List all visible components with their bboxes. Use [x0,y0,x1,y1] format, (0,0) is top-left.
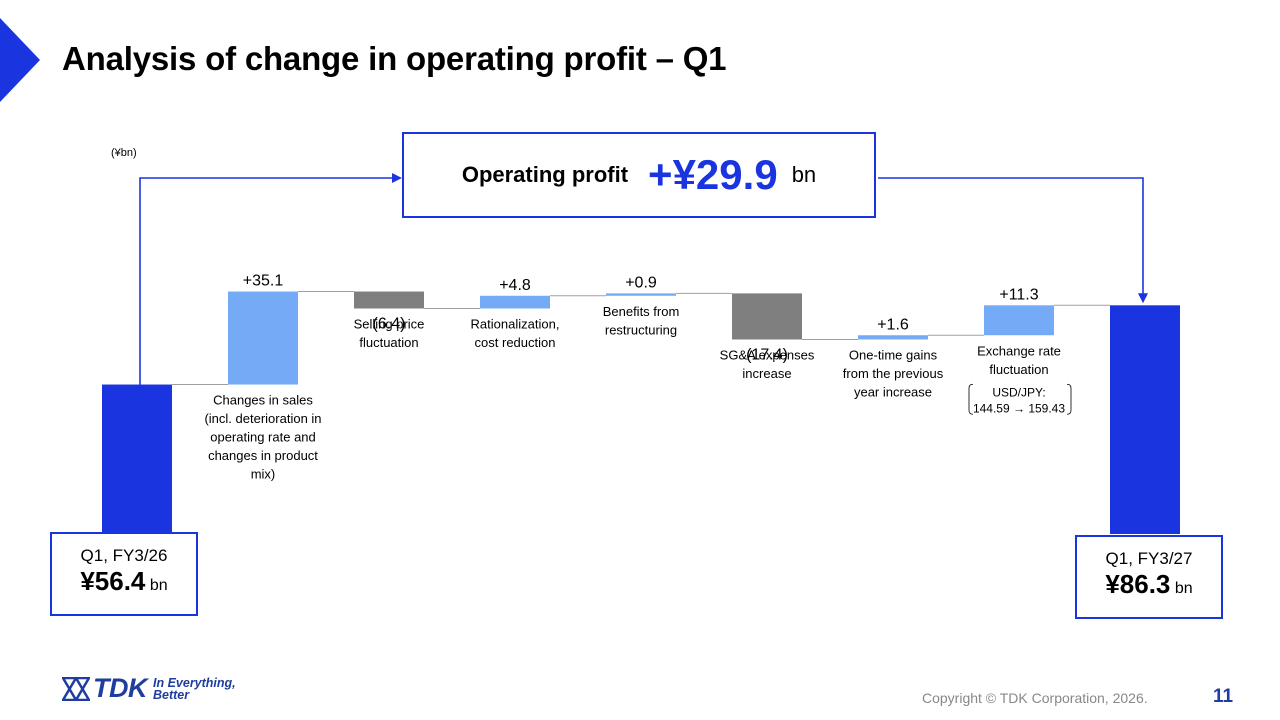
category-label-6-2: from the previous [843,366,944,381]
category-label-5-1: SG&A expenses [720,347,815,362]
corner-accent [0,18,40,102]
arrowhead-down-icon [1138,293,1148,304]
end-period: Q1, FY3/27 [1105,549,1193,568]
bar-step-1 [228,291,298,385]
category-label-1-5: mix) [251,467,276,482]
start-unit: bn [149,577,168,594]
slogan-line-1: In Everything, [153,675,236,690]
bar-step-6 [858,335,928,340]
brand-slogan: In Everything, Better [153,675,236,702]
summary-label: Operating profit [461,162,629,187]
page-title: Analysis of change in operating profit –… [62,40,727,77]
start-period: Q1, FY3/26 [80,546,168,565]
category-label-2-2: fluctuation [359,335,418,350]
category-label-5-2: increase [742,366,791,381]
summary-unit: bn [791,162,817,187]
arrowhead-right-icon [392,173,402,183]
bar-end-total [1110,305,1180,534]
tdk-logo: TDK In Everything, Better [62,673,236,704]
category-label-4-2: restructuring [605,322,677,337]
arrow-start-to-summary [139,177,396,385]
category-label-7-2: fluctuation [989,362,1048,377]
unit-note: (¥bn) [111,147,137,159]
value-label-6: +1.6 [877,316,909,333]
end-amount: ¥86.3 [1105,569,1171,599]
end-unit: bn [1174,580,1193,597]
slogan-line-2: Better [153,687,190,702]
bar-step-3 [480,295,550,309]
category-label-1-3: operating rate and [210,430,316,445]
brand-name: TDK [93,673,148,703]
category-label-3-1: Rationalization, [471,316,560,331]
value-label-5: (17.4) [746,346,788,363]
value-label-7: +11.3 [999,286,1038,303]
category-label-1-4: changes in product [208,448,318,463]
category-label-7-1: Exchange rate [977,343,1061,358]
note-bracket-left [968,383,974,415]
end-total-box: Q1, FY3/27 ¥86.3 bn [1075,535,1223,619]
summary-value: +¥29.9 [648,151,778,198]
value-label-3: +4.8 [499,277,531,294]
arrow-summary-to-end [878,177,1144,298]
copyright-text: Copyright © TDK Corporation, 2026. [922,690,1148,706]
bar-step-5 [732,293,802,340]
note-line-2: 144.59 → 159.43 [973,401,1065,415]
bar-step-7 [984,305,1054,336]
category-label-6-1: One-time gains [849,347,938,362]
note-bracket-right [1066,383,1072,415]
value-label-1: +35.1 [243,273,284,290]
category-label-6-3: year increase [854,384,932,399]
category-label-3-2: cost reduction [475,335,556,350]
start-amount: ¥56.4 [80,566,146,596]
value-label-2: (6.4) [373,315,406,332]
tdk-emblem-icon [62,676,90,701]
category-label-4-1: Benefits from [603,304,680,319]
bar-start-total [102,384,172,534]
bar-step-2 [354,291,424,309]
category-label-1-2: (incl. deterioration in [204,411,321,426]
operating-profit-summary: Operating profit +¥29.9 bn [402,132,876,218]
category-label-2-1: Selling price [354,316,425,331]
value-label-4: +0.9 [625,274,657,291]
page-number: 11 [1213,686,1234,707]
category-label-1-1: Changes in sales [213,393,313,408]
note-line-1: USD/JPY: [992,385,1045,399]
start-total-box: Q1, FY3/26 ¥56.4 bn [50,532,198,616]
bar-step-4 [606,293,676,296]
